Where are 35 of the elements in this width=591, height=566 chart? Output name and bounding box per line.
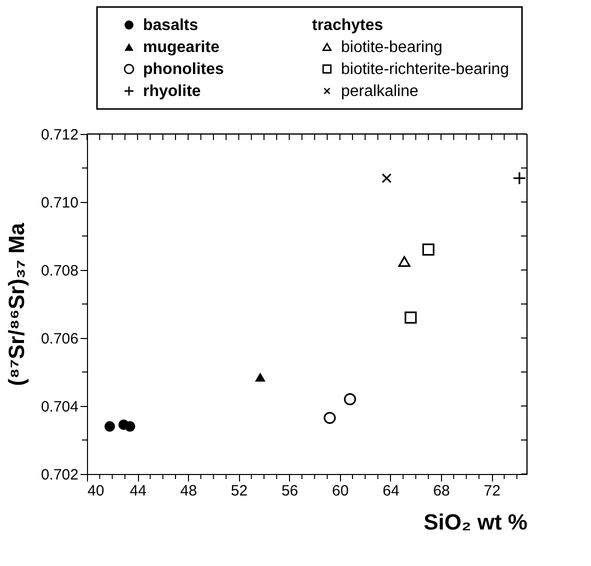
x-axis-title: SiO₂ wt % (424, 510, 528, 534)
point (398, 256, 410, 267)
x-tick-label: 40 (88, 482, 104, 500)
x-tick-label: 60 (332, 482, 349, 500)
point (382, 173, 392, 184)
x-tick-label: 72 (484, 482, 500, 500)
x-tick-label: 64 (382, 482, 400, 500)
y-tick-label: 0.710 (40, 194, 78, 212)
point (404, 312, 417, 324)
legend-label: biotite-bearing (341, 39, 442, 56)
legend-label: mugearite (143, 39, 220, 56)
point (254, 372, 266, 382)
point (422, 244, 434, 256)
point (124, 421, 136, 432)
point (344, 393, 356, 406)
y-tick-label: 0.706 (40, 330, 78, 348)
legend-label: phonolites (143, 61, 224, 78)
y-tick-label: 0.712 (40, 126, 78, 144)
legend-label: basalts (143, 17, 198, 34)
y-axis-title: (⁸⁷Sr/⁸⁶Sr)₃₇ Ma (4, 222, 29, 386)
x-tick-label: 44 (130, 482, 146, 500)
y-tick-label: 0.702 (40, 466, 78, 484)
x-tick-label: 52 (230, 482, 248, 500)
y-tick-label: 0.708 (40, 262, 78, 280)
legend-label: peralkaline (341, 83, 418, 100)
point (512, 171, 526, 185)
legend-label: biotite-richterite-bearing (341, 61, 510, 78)
point (324, 412, 336, 424)
x-tick-label: 56 (281, 482, 298, 500)
y-tick-label: 0.704 (40, 398, 78, 416)
text: trachytes (312, 17, 384, 34)
x-tick-label: 48 (180, 482, 197, 500)
point (104, 421, 116, 432)
legend-label: rhyolite (143, 83, 201, 100)
x-tick-label: 68 (433, 482, 450, 500)
